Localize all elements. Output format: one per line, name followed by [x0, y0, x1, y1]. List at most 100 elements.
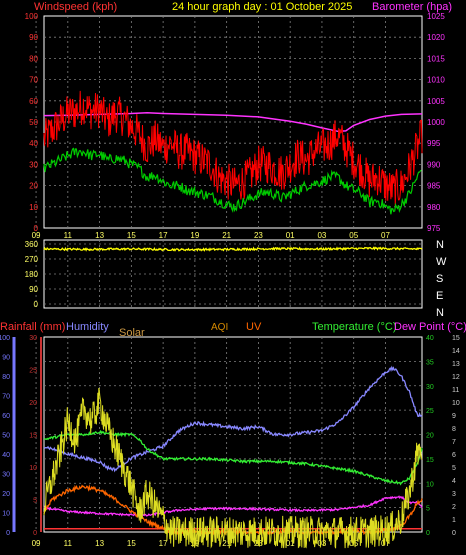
humidity-tick-label: 30 — [2, 472, 10, 479]
right-scale-tick-label: 15 — [452, 335, 460, 342]
barometer-tick-label: 980 — [427, 203, 441, 212]
weather-time-tick-label: 17 — [159, 539, 168, 548]
rainfall-tick-label: 0 — [33, 530, 37, 537]
windspeed-tick-label: 70 — [29, 76, 38, 85]
windspeed-axis-title: Windspeed (kph) — [34, 1, 117, 13]
right-scale-tick-label: 8 — [452, 426, 456, 433]
windspeed-tick-label: 60 — [29, 97, 38, 106]
right-scale-tick-label: 13 — [452, 361, 460, 368]
direction-axis: 0 90 180 270 360 — [25, 240, 39, 309]
wind-time-tick-label: 19 — [190, 231, 199, 240]
wind-time-tick-label: 09 — [32, 231, 41, 240]
wind-time-tick-label: 23 — [254, 231, 263, 240]
rainfall-tick-label: 10 — [29, 465, 37, 472]
wind-time-tick-label: 05 — [349, 231, 358, 240]
wind-gust-line — [43, 90, 423, 208]
rainfall-tick-label: 5 — [33, 498, 37, 505]
humidity-tick-label: 20 — [2, 491, 10, 498]
barometer-tick-label: 1015 — [427, 54, 445, 63]
right-scale-tick-label: 2 — [452, 504, 456, 511]
humidity-tick-label: 10 — [2, 511, 10, 518]
compass-label: S — [436, 273, 443, 285]
direction-series — [43, 246, 423, 252]
wind-direction-line — [43, 246, 423, 252]
direction-tick-label: 180 — [25, 270, 39, 279]
barometer-tick-label: 990 — [427, 160, 441, 169]
windspeed-tick-label: 100 — [25, 12, 39, 21]
right-scale-tick-label: 14 — [452, 348, 460, 355]
windspeed-tick-label: 0 — [34, 224, 39, 233]
temperature-tick-label: 15 — [426, 457, 434, 464]
humidity-tick-label: 90 — [2, 355, 10, 362]
legend-temperature: Temperature (°C) — [312, 321, 396, 333]
humidity-tick-label: 100 — [0, 335, 10, 342]
temperature-line — [43, 429, 423, 486]
wind-time-tick-label: 17 — [159, 231, 168, 240]
humidity-tick-label: 80 — [2, 374, 10, 381]
legend-aqi: AQI — [211, 322, 228, 333]
right-scale-tick-label: 1 — [452, 517, 456, 524]
compass-label: N — [436, 307, 444, 319]
legend-uv: UV — [246, 321, 262, 333]
temperature-tick-label: 25 — [426, 408, 434, 415]
right-scale-tick-label: 12 — [452, 374, 460, 381]
dewpoint-line — [43, 495, 423, 517]
weather-time-tick-label: 21 — [222, 539, 231, 548]
direction-tick-label: 0 — [34, 300, 39, 309]
right-scale-tick-label: 5 — [452, 465, 456, 472]
direction-tick-label: 270 — [25, 255, 39, 264]
barometer-tick-label: 985 — [427, 182, 441, 191]
direction-tick-label: 360 — [25, 240, 39, 249]
windspeed-tick-label: 20 — [29, 182, 38, 191]
right-scale-tick-label: 11 — [452, 387, 459, 394]
right-scale-tick-label: 10 — [452, 400, 460, 407]
right-scale-tick-label: 6 — [452, 452, 456, 459]
windspeed-tick-label: 90 — [29, 33, 38, 42]
temperature-tick-label: 40 — [426, 335, 434, 342]
temperature-tick-label: 5 — [426, 506, 430, 513]
wind-time-tick-label: 21 — [222, 231, 231, 240]
weather-time-tick-label: 11 — [64, 539, 73, 548]
weather-time-tick-label: 07 — [381, 539, 390, 548]
weather-grid — [35, 337, 422, 532]
legend-humidity: Humidity — [66, 321, 109, 333]
right-scale-tick-label: 7 — [452, 439, 456, 446]
weather-time-tick-label: 01 — [286, 539, 295, 548]
wind-time-tick-label: 13 — [95, 231, 104, 240]
temperature-tick-label: 30 — [426, 384, 434, 391]
compass-label: W — [436, 256, 447, 268]
humidity-tick-label: 0 — [6, 530, 10, 537]
wind-time-tick-label: 11 — [64, 231, 73, 240]
weather-time-tick-label: 15 — [127, 539, 136, 548]
windspeed-tick-label: 30 — [29, 160, 38, 169]
weather-axes: 0510152025303540010203040506070809010005… — [0, 335, 460, 537]
humidity-tick-label: 50 — [2, 433, 10, 440]
temperature-tick-label: 10 — [426, 481, 434, 488]
weather-time-tick-label: 03 — [317, 539, 326, 548]
direction-tick-label: 90 — [29, 285, 38, 294]
barometer-tick-label: 1010 — [427, 76, 445, 85]
wind-time-tick-label: 15 — [127, 231, 136, 240]
humidity-tick-label: 40 — [2, 452, 10, 459]
chart-title: 24 hour graph day : 01 October 2025 — [172, 1, 352, 13]
humidity-line — [43, 365, 423, 473]
wind-average-line — [43, 147, 422, 215]
wind-time-axis: 11 13 15 17 19 21 23 01 03 05 07 09 — [32, 231, 391, 240]
right-scale-tick-label: 3 — [452, 491, 456, 498]
temperature-tick-label: 20 — [426, 433, 434, 440]
right-scale-tick-label: 0 — [452, 530, 456, 537]
wind-time-tick-label: 07 — [381, 231, 390, 240]
weather-time-tick-label: 13 — [95, 539, 104, 548]
barometer-axis-title: Barometer (hpa) — [372, 1, 452, 13]
legend-rainfall: Rainfall (mm) — [0, 321, 65, 333]
solar-line — [43, 387, 423, 549]
compass-label: N — [436, 239, 444, 251]
right-scale-tick-label: 4 — [452, 478, 456, 485]
weather-series — [43, 365, 423, 549]
barometer-tick-label: 975 — [427, 224, 441, 233]
humidity-tick-label: 60 — [2, 413, 10, 420]
windspeed-axis: 0 10 20 30 40 50 60 70 80 90 100 — [25, 12, 39, 233]
legend-solar: Solar — [119, 327, 145, 339]
